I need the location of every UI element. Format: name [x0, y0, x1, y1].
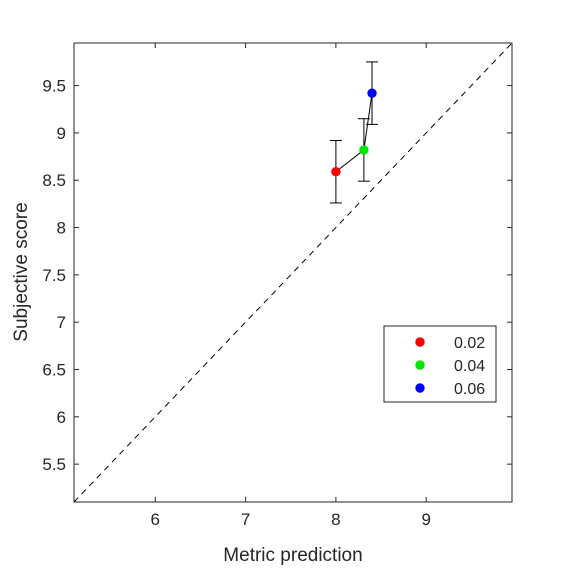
y-tick-label-7: 9 [57, 124, 66, 143]
x-tick-label-3: 9 [421, 510, 430, 529]
y-tick-label-8: 9.5 [42, 77, 66, 96]
legend-label-1: 0.04 [454, 358, 485, 375]
y-tick-label-4: 7.5 [42, 266, 66, 285]
legend-marker-0 [415, 337, 425, 347]
legend-marker-1 [415, 360, 425, 370]
y-axis-title: Subjective score [11, 202, 32, 341]
y-tick-label-2: 6.5 [42, 361, 66, 380]
legend-label-2: 0.06 [454, 381, 485, 398]
legend-label-0: 0.02 [454, 335, 485, 352]
x-axis-title: Metric prediction [223, 545, 362, 566]
x-tick-label-2: 8 [331, 510, 340, 529]
data-point-2 [367, 88, 377, 98]
x-tick-label-0: 6 [151, 510, 160, 529]
axes: 6 7 8 9 5.5 6 6.5 7 7.5 8 8.5 9 9.5 [42, 42, 513, 529]
axes-box [73, 42, 513, 503]
y-tick-label-3: 7 [57, 313, 66, 332]
x-tick-label-1: 7 [241, 510, 250, 529]
legend-marker-2 [415, 383, 425, 393]
data-point-1 [359, 145, 369, 155]
data-point-0 [331, 167, 341, 177]
y-tick-label-6: 8.5 [42, 171, 66, 190]
y-tick-label-0: 5.5 [42, 455, 66, 474]
legend-box [383, 325, 497, 403]
legend: 0.02 0.04 0.06 [383, 325, 497, 403]
y-tick-label-5: 8 [57, 219, 66, 238]
y-tick-label-1: 6 [57, 408, 66, 427]
plot-area [73, 42, 513, 503]
reference-diagonal-line [73, 42, 513, 503]
